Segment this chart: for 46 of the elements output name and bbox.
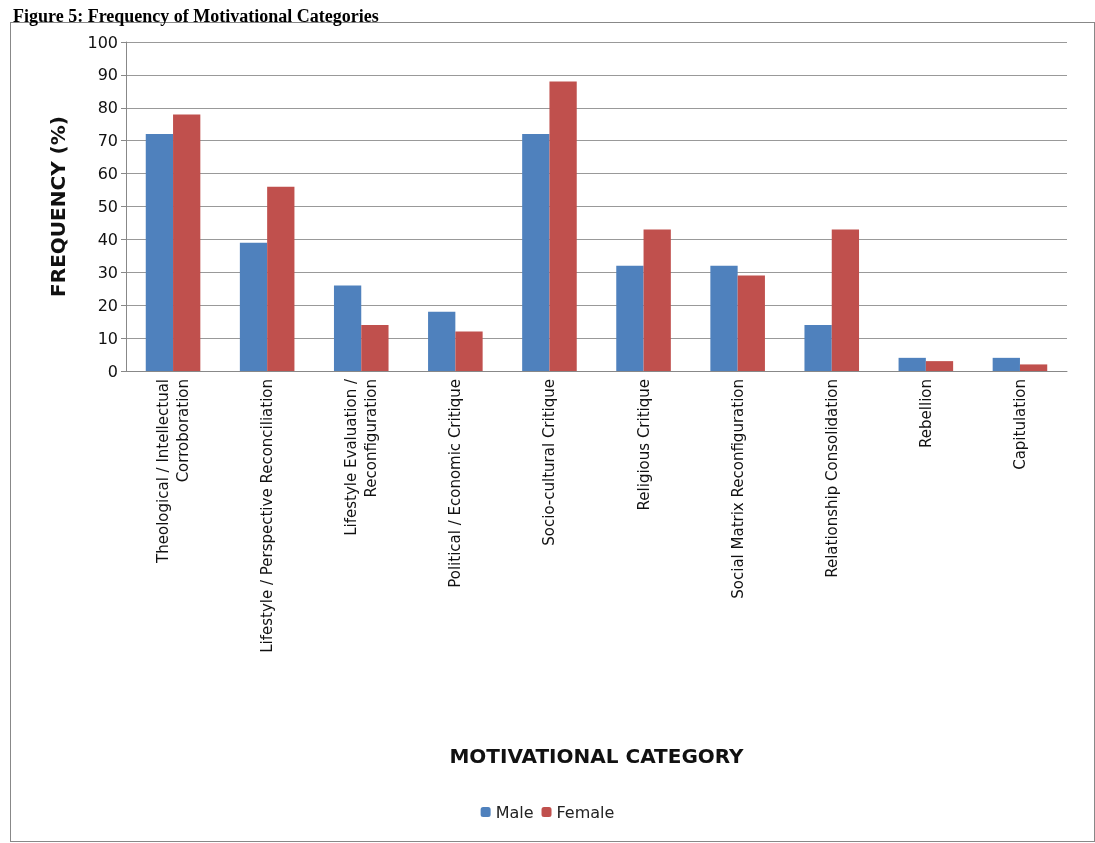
- bar: [1019, 364, 1048, 371]
- y-tick-label: 70: [97, 131, 118, 151]
- y-tick-label: 0: [107, 361, 118, 381]
- bar: [925, 361, 954, 371]
- bar: [455, 331, 483, 371]
- legend-label: Female: [556, 802, 615, 822]
- y-tick-label: 10: [97, 328, 118, 348]
- y-tick-label: 20: [97, 295, 118, 315]
- x-tick-label: Political / Economic Critique: [446, 379, 465, 588]
- bar: [992, 357, 1020, 371]
- x-axis-title: MOTIVATIONAL CATEGORY: [449, 744, 745, 768]
- x-tick-label: Rebellion: [916, 379, 935, 448]
- x-tick-label: Lifestyle / Perspective Reconciliation: [258, 379, 277, 653]
- bar: [333, 285, 362, 371]
- x-tick-label: Capitulation: [1010, 379, 1029, 470]
- legend-label: Male: [495, 802, 534, 822]
- bar: [428, 311, 456, 371]
- bar: [239, 242, 268, 371]
- chart-title: Figure 5: Frequency of Motivational Categories: [13, 6, 379, 26]
- y-axis-title: FREQUENCY (%): [46, 116, 70, 297]
- bar: [549, 81, 577, 371]
- y-tick-label: 60: [97, 164, 118, 184]
- bar: [804, 324, 832, 371]
- y-tick-label: 100: [87, 32, 118, 52]
- bar: [361, 324, 389, 371]
- x-tick-label: Lifestyle Evaluation / Reconfiguration: [342, 378, 381, 536]
- y-tick-label: 80: [97, 98, 118, 118]
- x-tick-label: Religious Critique: [634, 379, 653, 511]
- x-tick-label: Theological / Intellectual Corroboration: [154, 379, 193, 564]
- bar: [145, 134, 174, 371]
- x-tick-label: Socio-cultural Critique: [540, 379, 559, 546]
- x-tick-label: Relationship Consolidation: [822, 379, 841, 578]
- bar: [737, 275, 765, 371]
- bar: [522, 134, 550, 371]
- y-tick-label: 30: [97, 262, 118, 282]
- bar: [898, 357, 926, 371]
- bar: [643, 229, 671, 371]
- bar: [267, 186, 295, 371]
- y-tick-label: 90: [97, 65, 118, 85]
- y-tick-label: 40: [97, 229, 118, 249]
- x-tick-label: Social Matrix Reconfiguration: [728, 379, 747, 599]
- bar: [710, 265, 738, 371]
- bar: [616, 265, 644, 371]
- bar: [173, 114, 201, 371]
- bar: [831, 229, 860, 371]
- y-tick-label: 50: [97, 197, 118, 216]
